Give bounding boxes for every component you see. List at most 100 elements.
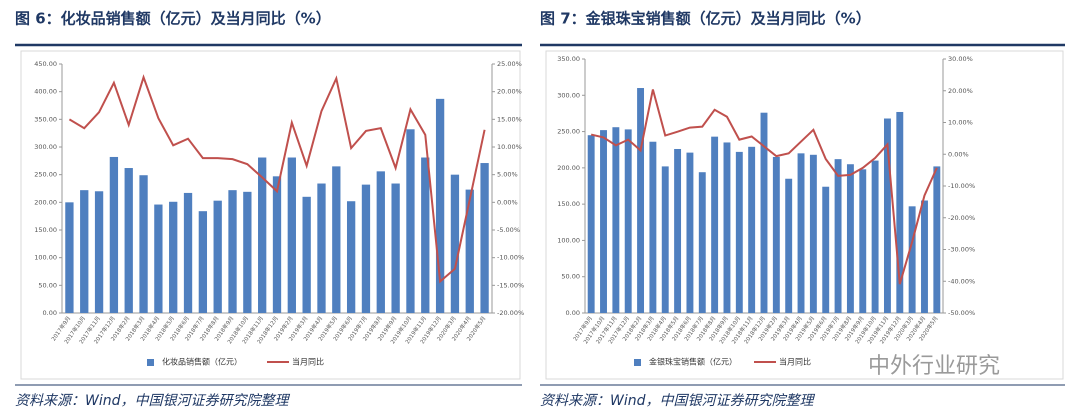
bar bbox=[421, 157, 430, 313]
bar bbox=[834, 159, 842, 313]
legend-label: 金银珠宝销售额（亿元） bbox=[649, 357, 737, 367]
y2-tick-label: 30.00% bbox=[948, 55, 973, 63]
bar bbox=[933, 166, 941, 313]
y2-tick-label: -10.00% bbox=[497, 254, 524, 262]
bar bbox=[302, 196, 311, 313]
y-tick-label: 50.00 bbox=[38, 281, 57, 289]
y-tick-label: 400.00 bbox=[34, 88, 57, 96]
bar bbox=[465, 189, 474, 313]
line-series bbox=[590, 89, 938, 285]
y-tick-label: 150.00 bbox=[557, 200, 580, 208]
bar bbox=[921, 200, 928, 313]
bar bbox=[139, 175, 148, 313]
bar bbox=[600, 130, 607, 313]
bar bbox=[450, 174, 460, 313]
y-tick-label: 250.00 bbox=[34, 171, 57, 179]
y2-tick-label: 0.00% bbox=[948, 150, 969, 158]
bar bbox=[435, 98, 445, 313]
bar bbox=[361, 184, 371, 313]
y-tick-label: 200.00 bbox=[34, 198, 57, 206]
bar bbox=[637, 88, 645, 314]
bar bbox=[859, 169, 867, 313]
bar bbox=[65, 202, 74, 313]
bar bbox=[376, 171, 385, 313]
bar bbox=[480, 163, 489, 313]
bar bbox=[908, 206, 916, 313]
bar bbox=[406, 129, 415, 313]
bar bbox=[760, 112, 768, 314]
bar bbox=[822, 186, 830, 313]
y-tick-label: 350.00 bbox=[557, 55, 580, 63]
bar bbox=[94, 191, 104, 313]
bar bbox=[243, 191, 252, 313]
bar bbox=[698, 172, 706, 313]
y2-tick-label: -15.00% bbox=[497, 281, 524, 289]
bar bbox=[587, 135, 595, 313]
y-tick-label: 300.00 bbox=[34, 143, 57, 151]
bar bbox=[124, 168, 133, 313]
bar bbox=[228, 190, 237, 313]
bar bbox=[213, 200, 222, 313]
y-tick-label: 150.00 bbox=[34, 226, 57, 234]
chart-title: 图 7：金银珠宝销售额（亿元）及当月同比（%） bbox=[540, 10, 871, 28]
bar bbox=[346, 201, 356, 313]
y2-tick-label: -10.00% bbox=[948, 182, 975, 190]
bar bbox=[846, 164, 854, 313]
bar bbox=[797, 153, 805, 313]
y2-tick-label: 0.00% bbox=[497, 198, 518, 206]
bar bbox=[649, 141, 657, 313]
chart-frame bbox=[545, 50, 1064, 380]
legend-label: 化妆品销售额（亿元） bbox=[162, 357, 242, 367]
y-tick-label: 100.00 bbox=[557, 236, 580, 244]
source-note: 资料来源：Wind，中国银河证券研究院整理 bbox=[15, 393, 290, 409]
chart-frame bbox=[20, 50, 521, 380]
legend-label: 当月同比 bbox=[779, 357, 811, 367]
bar bbox=[674, 148, 682, 313]
bar bbox=[772, 156, 780, 313]
bar bbox=[748, 146, 756, 313]
y-tick-label: 350.00 bbox=[34, 115, 57, 123]
y2-tick-label: 25.00% bbox=[497, 60, 522, 68]
bar bbox=[883, 118, 891, 313]
bar bbox=[391, 183, 400, 313]
y2-tick-label: -20.00% bbox=[948, 214, 975, 222]
bar bbox=[317, 183, 326, 313]
bar bbox=[183, 192, 193, 313]
y2-tick-label: 20.00% bbox=[948, 87, 973, 95]
bar bbox=[686, 152, 694, 313]
y2-tick-label: -20.00% bbox=[497, 309, 524, 317]
bar bbox=[735, 151, 743, 313]
y2-tick-label: -40.00% bbox=[948, 277, 975, 285]
legend-swatch bbox=[634, 359, 641, 366]
bar bbox=[169, 201, 178, 313]
bar bbox=[109, 156, 119, 313]
bar bbox=[711, 136, 719, 313]
y-tick-label: 200.00 bbox=[557, 164, 580, 172]
y2-tick-label: -5.00% bbox=[497, 226, 520, 234]
bar bbox=[624, 129, 632, 313]
y2-tick-label: -50.00% bbox=[948, 309, 975, 317]
legend-label: 当月同比 bbox=[292, 357, 324, 367]
bar bbox=[80, 190, 89, 313]
bar bbox=[809, 154, 817, 313]
bar bbox=[272, 176, 282, 313]
y2-tick-label: 20.00% bbox=[497, 88, 522, 96]
bar bbox=[287, 157, 296, 313]
bar bbox=[871, 160, 879, 313]
y-tick-label: 100.00 bbox=[34, 254, 57, 262]
y2-tick-label: 10.00% bbox=[948, 119, 973, 127]
y2-tick-label: 15.00% bbox=[497, 115, 522, 123]
y-tick-label: 300.00 bbox=[557, 91, 580, 99]
y-tick-label: 0.00 bbox=[43, 309, 57, 317]
chart-title: 图 6：化妆品销售额（亿元）及当月同比（%） bbox=[15, 10, 331, 28]
y2-tick-label: -30.00% bbox=[948, 246, 975, 254]
bar bbox=[896, 111, 904, 313]
bar bbox=[154, 204, 163, 313]
bar bbox=[258, 157, 267, 313]
bar bbox=[661, 166, 669, 313]
bar bbox=[612, 127, 620, 314]
y2-tick-label: 10.00% bbox=[497, 143, 522, 151]
y-tick-label: 450.00 bbox=[34, 60, 57, 68]
bar bbox=[332, 166, 341, 313]
